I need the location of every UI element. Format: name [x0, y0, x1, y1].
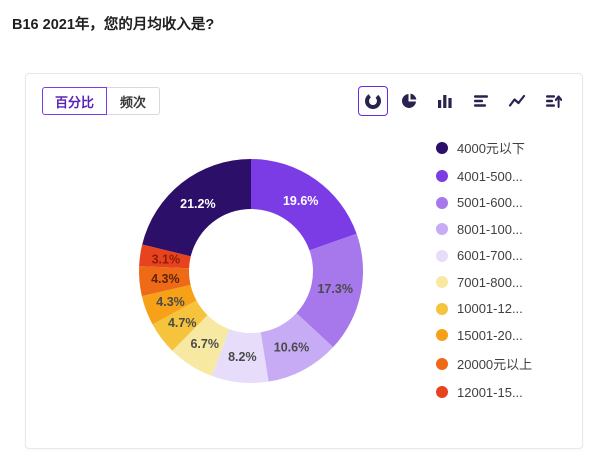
- legend-swatch: [436, 170, 448, 182]
- legend-item[interactable]: 8001-100...: [436, 222, 562, 237]
- legend-item[interactable]: 15001-20...: [436, 328, 562, 343]
- survey-analytics-page: B16 2021年，您的月均收入是? 百分比 频次: [0, 13, 609, 449]
- bar-chart-button[interactable]: [466, 86, 496, 116]
- line-chart-icon: [508, 92, 526, 110]
- legend-label: 4001-500...: [457, 168, 523, 184]
- legend-swatch: [436, 386, 448, 398]
- donut-chart-icon: [364, 92, 382, 110]
- donut-segment-label: 19.6%: [283, 194, 318, 208]
- legend-swatch: [436, 249, 448, 262]
- donut-segment[interactable]: [142, 159, 251, 257]
- page-title: B16 2021年，您的月均收入是?: [12, 17, 215, 33]
- donut-chart-button[interactable]: [358, 86, 388, 116]
- column-chart-button[interactable]: [430, 86, 460, 116]
- donut-segment[interactable]: [152, 300, 208, 351]
- pie-chart-button[interactable]: [394, 86, 424, 116]
- donut-segment[interactable]: [260, 313, 334, 382]
- legend-swatch: [436, 141, 448, 154]
- chart-area: 21.2% 19.6% 17.3% 10.6% 8.2% 6.7% 4.7% 4.3% 4.3%…: [26, 116, 582, 427]
- legend-item[interactable]: 5001-600...: [436, 195, 562, 210]
- donut-segment-label: 3.1%: [152, 252, 181, 266]
- line-chart-button[interactable]: [502, 86, 532, 116]
- legend-item[interactable]: 4001-500...: [436, 169, 562, 184]
- donut-segment-label: 6.7%: [190, 337, 219, 351]
- chart-legend: 4000元以下 4001-500... 5001-600... 8001-100...…: [436, 138, 562, 411]
- donut-segment-label: 21.2%: [180, 197, 215, 211]
- legend-swatch: [436, 302, 448, 315]
- legend-label: 15001-20...: [457, 327, 523, 343]
- legend-label: 6001-700...: [457, 248, 523, 263]
- sort-rank-icon: [544, 92, 562, 110]
- legend-label: 7001-800...: [457, 274, 523, 290]
- frequency-toggle-button[interactable]: 频次: [106, 87, 161, 115]
- legend-swatch: [436, 223, 448, 235]
- donut-segment[interactable]: [251, 159, 357, 251]
- chart-card-header: 百分比 频次: [26, 74, 582, 116]
- view-toggle-group: 百分比 频次: [42, 87, 161, 115]
- legend-label: 20000元以上: [457, 357, 533, 372]
- legend-label: 12001-15...: [457, 384, 523, 400]
- donut-segment[interactable]: [211, 329, 269, 383]
- donut-segment[interactable]: [141, 284, 197, 325]
- pie-chart-icon: [400, 92, 418, 110]
- donut-segment-label: 4.7%: [168, 316, 197, 330]
- legend-swatch: [436, 276, 448, 288]
- donut-segment-label: 10.6%: [274, 340, 309, 354]
- legend-label: 4000元以下: [457, 141, 525, 156]
- chart-card: 百分比 频次: [25, 73, 583, 449]
- donut-chart-wrap: 21.2% 19.6% 17.3% 10.6% 8.2% 6.7% 4.7% 4.3% 4.3%…: [100, 120, 402, 427]
- donut-segment[interactable]: [139, 244, 191, 269]
- legend-swatch: [436, 357, 448, 370]
- legend-swatch: [436, 329, 448, 341]
- legend-label: 8001-100...: [457, 221, 523, 237]
- legend-item[interactable]: 10001-12...: [436, 301, 562, 316]
- sort-rank-button[interactable]: [538, 86, 568, 116]
- legend-swatch: [436, 196, 448, 209]
- legend-item[interactable]: 20000元以上: [436, 354, 562, 373]
- legend-label: 5001-600...: [457, 195, 523, 210]
- legend-item[interactable]: 6001-700...: [436, 248, 562, 263]
- percent-toggle-button[interactable]: 百分比: [42, 87, 108, 115]
- chart-type-toolbar: [358, 86, 568, 116]
- legend-label: 10001-12...: [457, 301, 523, 316]
- legend-item[interactable]: 7001-800...: [436, 275, 562, 290]
- column-chart-icon: [436, 92, 454, 110]
- donut-segment[interactable]: [172, 315, 230, 376]
- donut-segment[interactable]: [139, 266, 191, 297]
- donut-segment[interactable]: [296, 233, 363, 348]
- donut-segment-label: 8.2%: [228, 350, 257, 364]
- donut-chart: 21.2% 19.6% 17.3% 10.6% 8.2% 6.7% 4.7% 4.3% 4.3%…: [139, 159, 363, 383]
- donut-segment-label: 4.3%: [156, 295, 185, 309]
- legend-item[interactable]: 12001-15...: [436, 385, 562, 400]
- donut-segment-label: 4.3%: [151, 272, 180, 286]
- bar-chart-icon: [472, 92, 490, 110]
- legend-item[interactable]: 4000元以下: [436, 138, 562, 157]
- donut-segment-label: 17.3%: [317, 282, 352, 296]
